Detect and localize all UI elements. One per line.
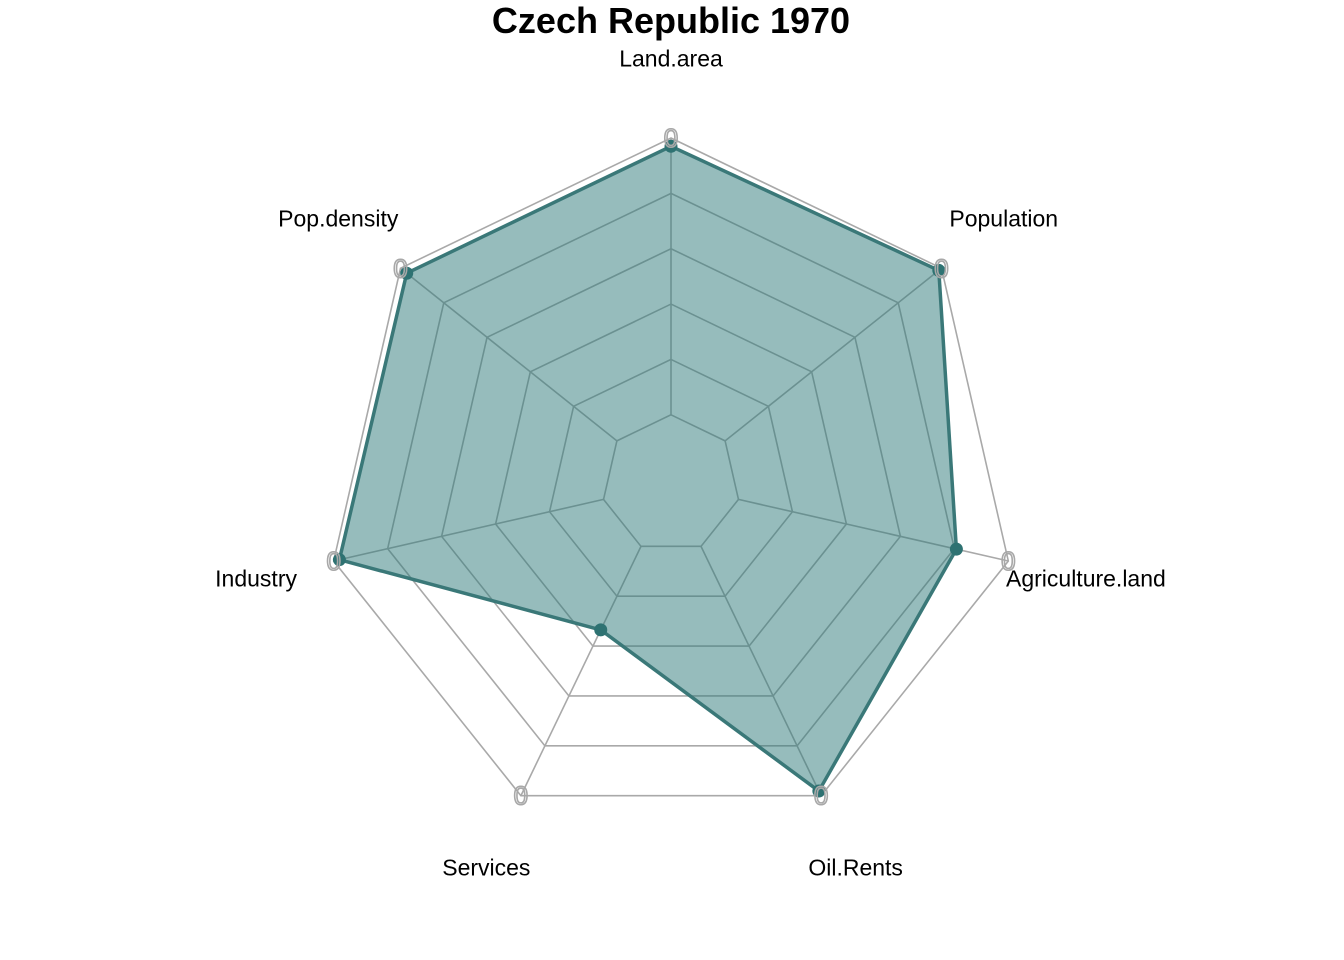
data-point-oil-rents — [812, 784, 826, 798]
axis-label-agriculture-land: Agriculture.land — [1006, 566, 1166, 592]
grid-ring-6 — [332, 137, 1010, 797]
axis-label-services: Services — [442, 854, 530, 880]
axis-label-land-area: Land.area — [619, 45, 723, 71]
axis-cap-label: 0 — [393, 253, 407, 283]
data-point-agriculture-land — [949, 542, 963, 556]
data-point-pop-density — [400, 266, 414, 280]
axis-cap-label: 0 — [1001, 546, 1015, 576]
axis-labels: 0 0 0 0 0 0 0 Land.area Population Agriculture.la… — [215, 45, 1166, 880]
axis-label-industry: Industry — [215, 566, 297, 592]
axis-cap-label: 0 — [514, 781, 528, 811]
axis-label-oil-rents: Oil.Rents — [808, 854, 903, 880]
axis-label-pop-density: Pop.density — [278, 206, 399, 232]
data-point-land-area — [664, 139, 678, 153]
data-point-industry — [332, 553, 346, 567]
data-point-population — [932, 263, 946, 277]
axis-cap-label: 0 — [814, 781, 828, 811]
radar-data — [332, 139, 963, 798]
axis-cap-label: 0 — [664, 123, 678, 153]
axis-cap-label: 0 — [934, 253, 948, 283]
chart-title: Czech Republic 1970 — [492, 0, 850, 41]
data-point-services — [594, 623, 608, 637]
axis-cap-label: 0 — [326, 546, 340, 576]
axis-label-population: Population — [949, 206, 1058, 232]
series-area — [337, 144, 959, 793]
